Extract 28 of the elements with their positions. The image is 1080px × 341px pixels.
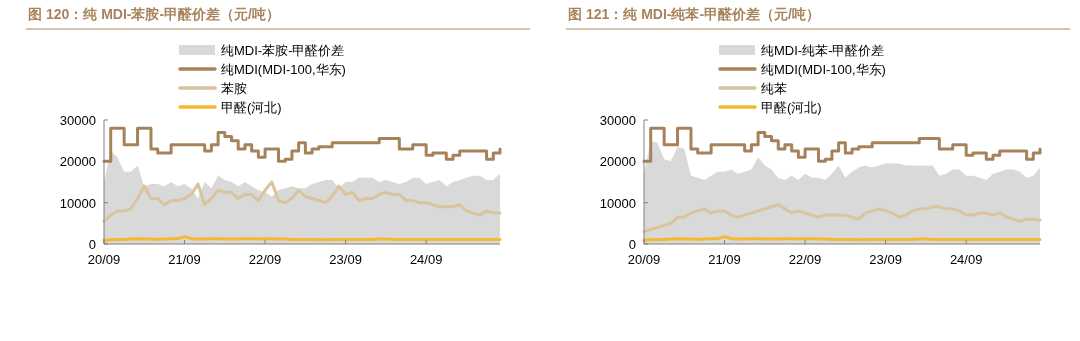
chart-title: 图 120：纯 MDI-苯胺-甲醛价差（元/吨）	[28, 6, 281, 22]
y-tick-label: 30000	[59, 113, 96, 128]
x-tick-label: 23/09	[869, 252, 902, 267]
legend-label: 甲醛(河北)	[761, 100, 822, 115]
y-tick-label: 10000	[599, 195, 636, 211]
x-tick-label: 21/09	[168, 252, 201, 267]
legend-label: 苯胺	[221, 81, 247, 96]
legend-label: 纯MDI-纯苯-甲醛价差	[761, 43, 885, 58]
legend-label: 甲醛(河北)	[221, 100, 282, 115]
legend-label: 纯苯	[761, 81, 787, 96]
y-tick-label: 20000	[59, 154, 96, 170]
x-tick-label: 24/09	[949, 252, 983, 267]
y-tick-label: 20000	[599, 154, 636, 170]
x-tick-label: 20/09	[627, 252, 661, 267]
y-tick-label: 0	[88, 237, 96, 252]
chart-title: 图 121：纯 MDI-纯苯-甲醛价差（元/吨）	[568, 6, 821, 22]
x-tick-label: 20/09	[87, 252, 121, 267]
y-tick-label: 30000	[599, 113, 636, 128]
legend-label: 纯MDI(MDI-100,华东)	[761, 62, 886, 77]
x-tick-label: 22/09	[248, 252, 282, 267]
x-tick-label: 23/09	[329, 252, 362, 267]
x-tick-label: 24/09	[409, 252, 443, 267]
x-tick-label: 22/09	[788, 252, 822, 267]
y-tick-label: 0	[628, 237, 636, 252]
legend-label: 纯MDI-苯胺-甲醛价差	[221, 43, 345, 58]
legend-label: 纯MDI(MDI-100,华东)	[221, 62, 346, 77]
x-tick-label: 21/09	[708, 252, 741, 267]
y-tick-label: 10000	[59, 195, 96, 211]
